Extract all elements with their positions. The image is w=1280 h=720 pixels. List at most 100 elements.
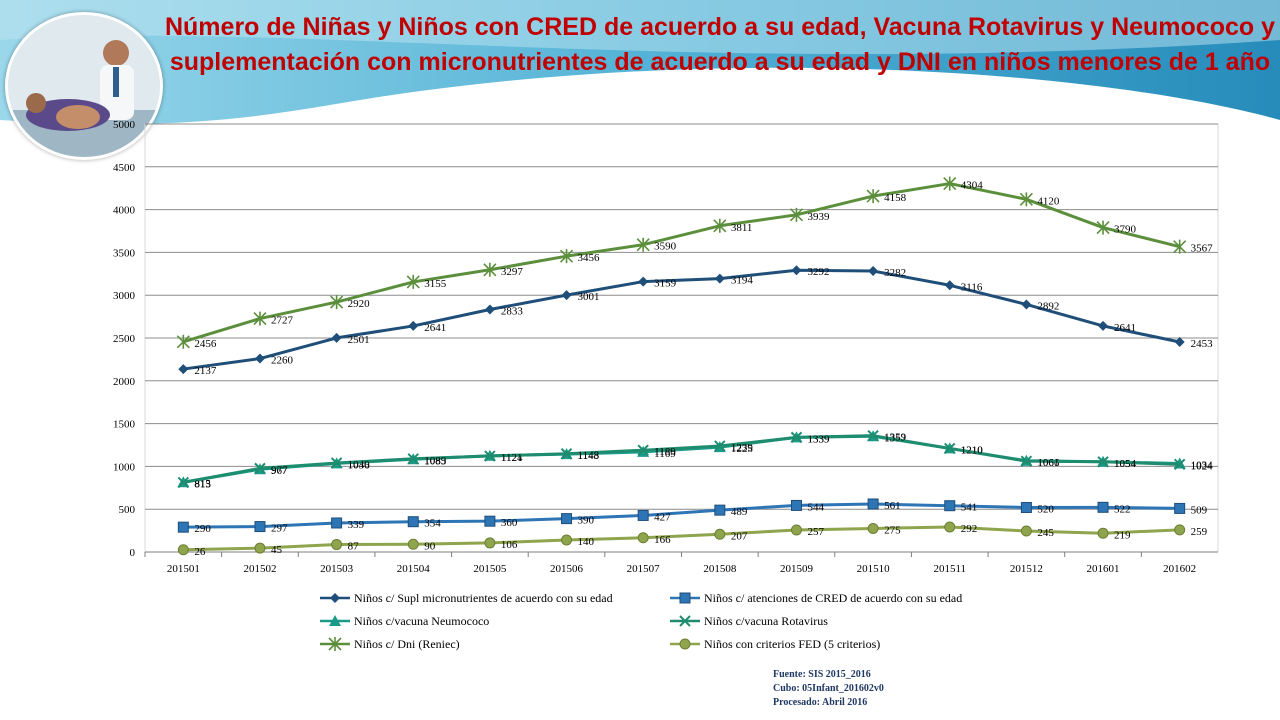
data-label: 1169: [654, 448, 676, 460]
x-tick-label: 201502: [243, 563, 276, 575]
data-point: [254, 521, 266, 533]
data-point: [638, 276, 649, 287]
data-label: 4304: [961, 180, 984, 192]
legend-swatch: [670, 615, 700, 627]
data-label: 3590: [654, 241, 677, 253]
data-point: [177, 476, 190, 489]
data-label: 257: [807, 526, 824, 538]
data-point: [943, 176, 957, 191]
data-label: 3194: [731, 275, 754, 287]
data-point: [637, 509, 649, 521]
data-point: [1096, 220, 1110, 235]
data-label: 1189: [654, 446, 676, 458]
data-point: [791, 265, 802, 276]
data-label: 3456: [578, 252, 601, 264]
legend-label: Niños con criterios FED (5 criterios): [704, 636, 881, 651]
data-label: 489: [731, 506, 748, 518]
legend-swatch: [320, 593, 350, 603]
data-point: [944, 442, 956, 455]
legend-label: Niños c/vacuna Neumococo: [354, 613, 490, 628]
series-line: [183, 268, 1180, 371]
data-label: 4158: [884, 192, 907, 204]
data-label: 2453: [1191, 338, 1214, 350]
data-point: [559, 249, 574, 264]
data-label: 1089: [424, 455, 447, 467]
x-tick-label: 201501: [167, 563, 200, 575]
data-point: [1098, 320, 1109, 331]
source-line: Fuente: SIS 2015_2016: [773, 669, 871, 680]
data-point: [1174, 502, 1186, 514]
x-tick-label: 201508: [703, 563, 737, 575]
data-point: [714, 273, 725, 284]
x-tick-label: 201602: [1163, 563, 1196, 575]
data-label: 297: [271, 523, 288, 535]
data-point: [868, 266, 879, 277]
data-label: 207: [731, 530, 748, 542]
data-point: [866, 189, 880, 204]
data-point: [406, 274, 420, 289]
data-point: [561, 513, 573, 525]
data-point: [560, 448, 573, 460]
y-tick-label: 3000: [113, 290, 136, 302]
data-label: 45: [271, 544, 283, 556]
series-4: 813 977 1040 1089 1121 1148 1189 1239 1339 1359 12…: [177, 429, 1213, 490]
data-point: [1097, 527, 1109, 539]
data-point: [561, 534, 573, 546]
legend-item: Niños c/ Dni (Reniec): [320, 633, 460, 655]
legend-label: Niños c/vacuna Rotavirus: [704, 613, 828, 628]
data-point: [178, 364, 189, 375]
data-point: [867, 429, 879, 442]
data-label: 561: [884, 500, 901, 512]
data-point: [484, 515, 496, 527]
y-tick-label: 4000: [113, 205, 136, 217]
data-label: 4120: [1037, 195, 1060, 207]
data-point: [177, 544, 189, 556]
data-label: 1225: [731, 443, 754, 455]
data-label: 339: [348, 519, 365, 531]
data-label: 813: [194, 478, 211, 490]
data-point: [944, 500, 956, 512]
data-label: 2137: [194, 365, 217, 377]
data-point: [254, 542, 266, 554]
series-line: [183, 502, 1180, 529]
data-label: 3116: [961, 281, 983, 293]
y-tick-label: 4500: [113, 162, 136, 174]
data-label: 3155: [424, 278, 447, 290]
x-tick-label: 201504: [397, 563, 431, 575]
data-point: [330, 593, 340, 603]
data-label: 1359: [884, 432, 907, 444]
y-tick-label: 3500: [113, 247, 136, 259]
series-5: 2456 2727 2920 3155 3297 3456 3590 3811 3939 4158…: [176, 176, 1213, 350]
data-label: 427: [654, 511, 671, 523]
data-point: [713, 218, 727, 233]
data-label: 90: [424, 540, 436, 552]
data-point: [714, 440, 726, 452]
data-label: 1040: [348, 459, 371, 471]
data-label: 2920: [348, 298, 371, 310]
x-tick-label: 201503: [320, 563, 354, 575]
data-label: 354: [424, 518, 441, 530]
x-tick-label: 201510: [857, 563, 891, 575]
data-point: [637, 444, 649, 456]
processed-line: Procesado: Abril 2016: [773, 697, 868, 708]
data-label: 3292: [807, 266, 829, 278]
legend-label: Niños c/ Supl micronutrientes de acuerdo…: [354, 590, 613, 605]
data-label: 815: [194, 478, 211, 490]
legend-swatch: [670, 592, 700, 604]
data-point: [679, 592, 691, 604]
data-point: [1174, 337, 1185, 348]
data-label: 541: [961, 502, 978, 514]
data-label: 292: [961, 523, 978, 535]
x-tick-label: 201505: [473, 563, 507, 575]
data-label: 2501: [348, 334, 370, 346]
data-point: [1097, 501, 1109, 513]
data-label: 1210: [961, 444, 984, 456]
data-point: [1020, 525, 1032, 537]
legend-label: Niños c/ atenciones de CRED de acuerdo c…: [704, 590, 963, 605]
data-point: [790, 499, 802, 511]
data-point: [407, 516, 419, 528]
data-label: 140: [578, 536, 595, 548]
data-point: [1020, 455, 1033, 467]
data-label: 275: [884, 524, 901, 536]
legend-item: Niños c/ atenciones de CRED de acuerdo c…: [670, 587, 962, 609]
